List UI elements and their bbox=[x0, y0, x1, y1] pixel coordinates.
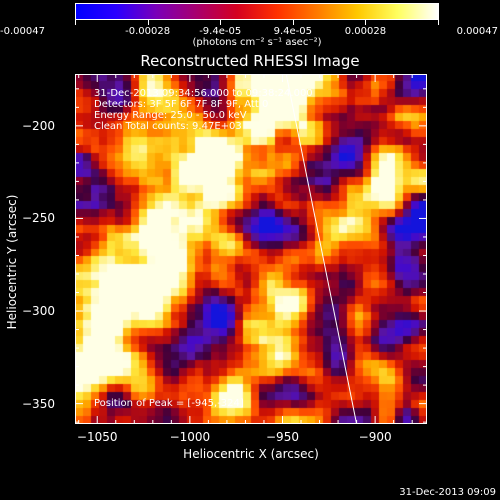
clean-counts-text: Clean Total counts: 9.47E+03 bbox=[94, 121, 242, 132]
colorbar-tick-label: -0.00047 bbox=[0, 26, 45, 37]
colorbar-tick-label: -0.00028 bbox=[125, 26, 171, 37]
colorbar-tick-label: 9.4e-05 bbox=[273, 26, 312, 37]
colorbar-tick bbox=[147, 20, 149, 25]
heatmap-image bbox=[75, 74, 427, 424]
x-tick-label: −900 bbox=[358, 430, 392, 444]
chart-title: Reconstructed RHESSI Image bbox=[140, 52, 360, 70]
colorbar-tick bbox=[220, 20, 222, 25]
colorbar-tick bbox=[292, 20, 294, 25]
colorbar-tick-label: 0.00047 bbox=[456, 26, 498, 37]
x-tick-label: −1050 bbox=[76, 430, 118, 444]
colorbar bbox=[75, 3, 439, 20]
x-axis-label: Heliocentric X (arcsec) bbox=[183, 447, 319, 461]
colorbar-unit: (photons cm⁻² s⁻¹ asec⁻²) bbox=[192, 37, 322, 48]
colorbar-tick bbox=[438, 20, 439, 25]
colorbar-tick bbox=[75, 20, 76, 25]
energy-range-text: Energy Range: 25.0 - 50.0 keV bbox=[94, 110, 247, 121]
plot-timestamp: 31-Dec-2013 09:09 bbox=[399, 487, 496, 498]
x-tick-label: −950 bbox=[266, 430, 299, 444]
y-axis-label: Heliocentric Y (arcsec) bbox=[5, 194, 19, 330]
y-tick-label: −250 bbox=[22, 211, 55, 226]
x-tick-label: −1000 bbox=[169, 430, 211, 444]
image-plot-area: 31-Dec-2013 09:34:56.000 to 09:38:24.000… bbox=[75, 74, 427, 424]
y-tick-label: −300 bbox=[22, 304, 55, 319]
colorbar-tick bbox=[365, 20, 367, 25]
solar-limb-line bbox=[285, 74, 358, 424]
y-tick-label: −200 bbox=[22, 118, 55, 133]
colorbar-tick-label: 0.00028 bbox=[344, 26, 387, 37]
colorbar-tick-label: -9.4e-05 bbox=[199, 26, 242, 37]
y-tick-label: −350 bbox=[22, 396, 55, 411]
peak-position-text: Position of Peak = [-945,-324] bbox=[94, 398, 244, 409]
detectors-text: Detectors: 3F 5F 6F 7F 8F 9F, Att 0 bbox=[94, 99, 269, 110]
time-range-text: 31-Dec-2013 09:34:56.000 to 09:38:24.000 bbox=[94, 88, 313, 99]
